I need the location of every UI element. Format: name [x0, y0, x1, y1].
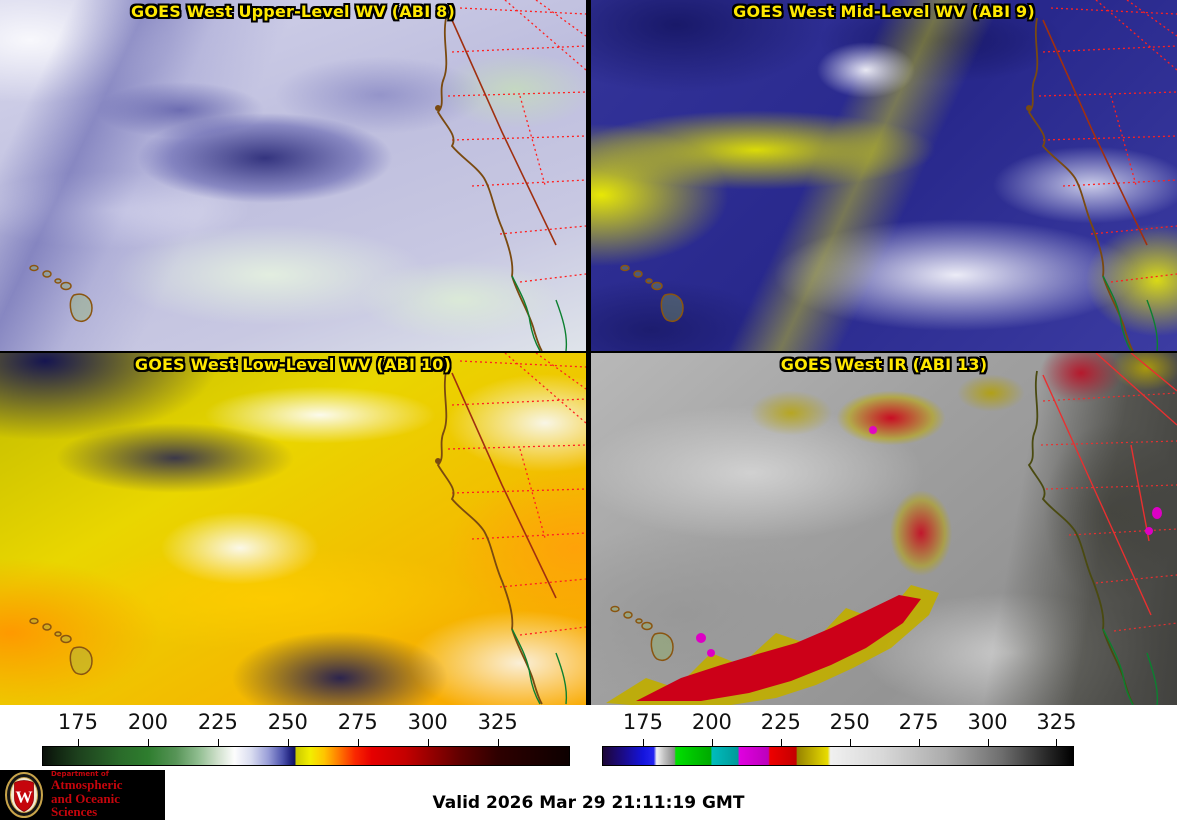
colorbar-tick-label: 275 [898, 710, 939, 734]
baja-outline [511, 628, 541, 705]
logo-dept-line: Department of [51, 770, 109, 779]
colorbar-tick [849, 739, 851, 746]
logo-line-1: Atmospheric [51, 777, 123, 793]
colorbar-tick-label: 325 [1036, 710, 1077, 734]
colorbar-infrared: 175 200 225 250 275 300 325 [602, 710, 1077, 766]
state-border-ca-nv [1042, 374, 1152, 616]
hawaii-islands [29, 617, 93, 675]
colorbar-tick-label: 225 [760, 710, 801, 734]
uw-crest-icon: W [5, 772, 43, 818]
san-francisco-bay [435, 105, 441, 111]
colorbar-tick-label: 225 [197, 710, 238, 734]
colorbar-tick [217, 739, 219, 746]
colorbar-tick [497, 739, 499, 746]
colorbar-tick [77, 739, 79, 746]
colorbar-tick-label: 325 [477, 710, 518, 734]
colorbar-tick [642, 739, 644, 746]
colorbar-tick-label: 250 [267, 710, 308, 734]
colorbar-tick-label: 300 [967, 710, 1008, 734]
san-francisco-bay [1026, 105, 1032, 111]
california-coastline [1027, 370, 1134, 705]
map-overlay [620, 0, 1177, 351]
colorbar-tick [1056, 739, 1058, 746]
panel-title-abi10: GOES West Low-Level WV (ABI 10) [134, 355, 452, 374]
convective-band [606, 585, 939, 705]
state-border-ca-nv [451, 19, 557, 246]
colorbar-tick-label: 200 [127, 710, 168, 734]
colorbar-tick-label: 200 [691, 710, 732, 734]
san-francisco-bay [435, 458, 441, 464]
logo-text: Department of Atmospheric and Oceanic Sc… [51, 770, 165, 820]
map-overlay [29, 353, 586, 705]
colorbar-tick-label: 300 [407, 710, 448, 734]
uw-aos-logo: W Department of Atmospheric and Oceanic … [0, 770, 165, 820]
hawaii-islands [29, 264, 93, 322]
map-overlay [29, 0, 586, 351]
colorbar-tick [987, 739, 989, 746]
hawaii-islands [620, 264, 684, 322]
colorbar-tick [287, 739, 289, 746]
baja-outline [511, 275, 541, 351]
colorbar-tick [780, 739, 782, 746]
baja-outline [1102, 628, 1134, 705]
hawaii-islands [610, 605, 674, 661]
cold-cloud-top [1152, 507, 1162, 519]
colorbar-tick-label: 175 [57, 710, 99, 734]
panel-grid: GOES West Upper-Level WV (ABI 8) GOES We… [0, 0, 1177, 705]
baja-outline [1102, 275, 1132, 351]
colorbar-tick [711, 739, 713, 746]
panel-title-abi9: GOES West Mid-Level WV (ABI 9) [733, 2, 1035, 21]
panel-title-abi13: GOES West IR (ABI 13) [780, 355, 988, 374]
colorbar-tick [918, 739, 920, 746]
colorbar-tick [427, 739, 429, 746]
state-border-ca-nv [1042, 19, 1148, 246]
valid-timestamp: Valid 2026 Mar 29 21:11:19 GMT [432, 793, 745, 813]
colorbar-tick-label: 175 [622, 710, 664, 734]
panel-ir: GOES West IR (ABI 13) [591, 353, 1177, 705]
panel-mid-level-wv: GOES West Mid-Level WV (ABI 9) [591, 0, 1177, 351]
colorbar-tick-label: 250 [829, 710, 870, 734]
panel-upper-level-wv: GOES West Upper-Level WV (ABI 8) [0, 0, 586, 351]
panel-low-level-wv: GOES West Low-Level WV (ABI 10) [0, 353, 586, 705]
state-border-ca-nv [451, 372, 557, 599]
colorbar-tick [357, 739, 359, 746]
colorbar-tick-label: 275 [337, 710, 378, 734]
colorbar-water-vapor: 175 200 225 250 275 300 325 [42, 710, 570, 766]
map-overlay [606, 353, 1177, 705]
colorbar-tick [147, 739, 149, 746]
logo-line-2: and Oceanic Sciences [51, 790, 120, 820]
panel-title-abi8: GOES West Upper-Level WV (ABI 8) [131, 2, 455, 21]
crest-letter: W [16, 788, 33, 807]
